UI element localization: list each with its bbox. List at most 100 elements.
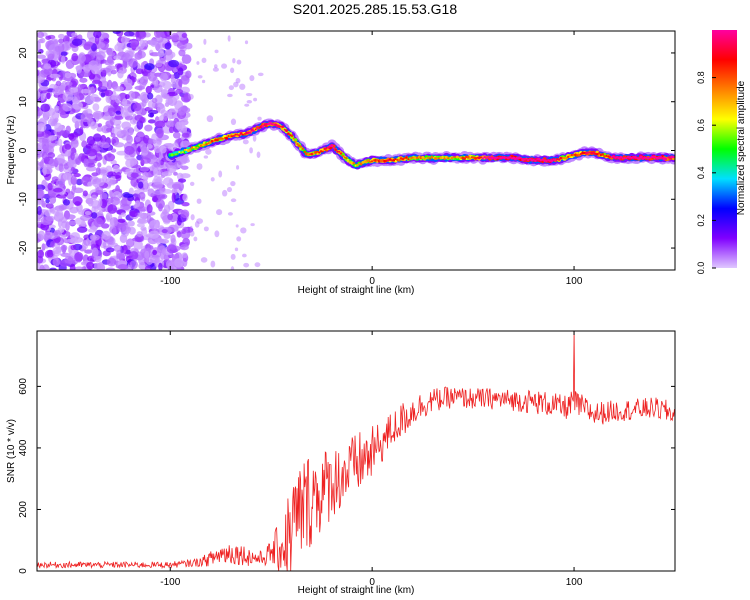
noise-blob [181,33,188,38]
noise-blob [50,38,59,45]
ridge-cell [203,144,206,146]
noise-blob [158,262,163,270]
ridge-cell [296,142,299,146]
noise-blob [37,230,46,241]
noise-blob [196,163,203,170]
x-tick-label: 100 [566,276,583,287]
noise-blob [227,212,233,216]
noise-blob [52,210,58,215]
noise-blob [79,126,84,135]
noise-blob [49,73,61,79]
noise-blob [236,165,240,170]
noise-blob [60,204,67,210]
noise-blob [132,77,137,83]
ridge-cell [550,159,554,163]
noise-blob [91,212,98,219]
noise-blob [189,230,195,237]
noise-blob [37,249,45,259]
noise-blob [230,180,236,187]
noise-blob [104,111,110,117]
noise-blob [164,48,173,56]
x-tick-label: 0 [369,577,375,588]
noise-blob [239,83,246,90]
noise-blob [130,172,139,178]
noise-blob [167,110,173,120]
ridge-cell [648,156,652,159]
noise-blob [80,89,92,94]
noise-blob [145,85,152,94]
noise-blob [163,112,168,122]
noise-blob [161,93,170,100]
noise-blob [69,87,79,93]
noise-blob [81,240,89,250]
noise-blob [90,86,96,95]
noise-blob [37,60,42,68]
noise-blob [114,94,121,104]
noise-blob [184,42,193,50]
noise-blob [61,41,72,51]
ridge-cell [236,133,239,136]
ridge-cell [198,144,201,147]
noise-blob [124,52,130,59]
ridge-cell [201,143,205,147]
noise-blob [100,76,107,84]
noise-blob [227,35,231,42]
ridge-cell [183,148,186,152]
ridge-cell [603,155,606,158]
ridge-cell [303,150,306,154]
noise-blob [95,186,104,194]
noise-blob [183,127,188,135]
noise-blob [87,181,93,187]
noise-blob [171,78,176,85]
ridge-cell [425,157,428,160]
noise-blob [144,124,153,132]
ridge-cell [597,152,601,155]
ridge-cell [589,151,591,154]
noise-blob [139,39,146,49]
noise-blob [133,239,143,250]
noise-blob [240,227,247,234]
noise-blob [172,131,181,139]
ridge-cell [390,159,393,162]
ridge-cell [592,151,595,155]
ridge-cell [248,131,252,134]
noise-blob [153,167,159,178]
noise-blob [180,74,190,85]
noise-blob [44,231,55,237]
noise-blob [141,99,147,107]
colorbar-tick-label: 0.8 [696,71,706,84]
ridge-cell [401,157,405,161]
noise-blob [48,159,59,167]
x-tick-label: 100 [566,577,583,588]
ridge-cell [354,164,357,167]
noise-blob [75,65,83,74]
x-tick-label: -100 [160,276,180,287]
spectrogram-x-axis-label: Height of straight line (km) [298,285,415,296]
spectrogram-x-ticks: -100 0 100 [160,31,583,287]
ridge-cell [242,133,244,136]
noise-blob [122,244,128,255]
noise-blob [58,163,64,173]
noise-blob [177,178,187,183]
noise-blob [64,256,74,264]
ridge-cell [256,127,259,130]
noise-blob [67,158,75,168]
ridge-cell [590,151,593,155]
ridge-cell [247,131,250,135]
noise-blob [42,165,47,176]
noise-blob [41,140,50,151]
noise-blob [51,176,59,182]
ridge-cell [577,153,581,157]
ridge-cell [293,138,298,142]
ridge-cell [290,134,294,137]
snr-plot-area [37,331,675,571]
colorbar: 0.0 0.2 0.4 0.6 0.8 Normalized spectral ampl… [696,30,747,274]
colorbar-ticks: 0.0 0.2 0.4 0.6 0.8 [696,71,716,274]
ridge-cell [601,153,605,156]
noise-blob [144,250,150,259]
noise-blob [132,102,142,112]
noise-blob [214,230,220,238]
noise-blob [144,265,152,270]
noise-blob [236,59,242,65]
